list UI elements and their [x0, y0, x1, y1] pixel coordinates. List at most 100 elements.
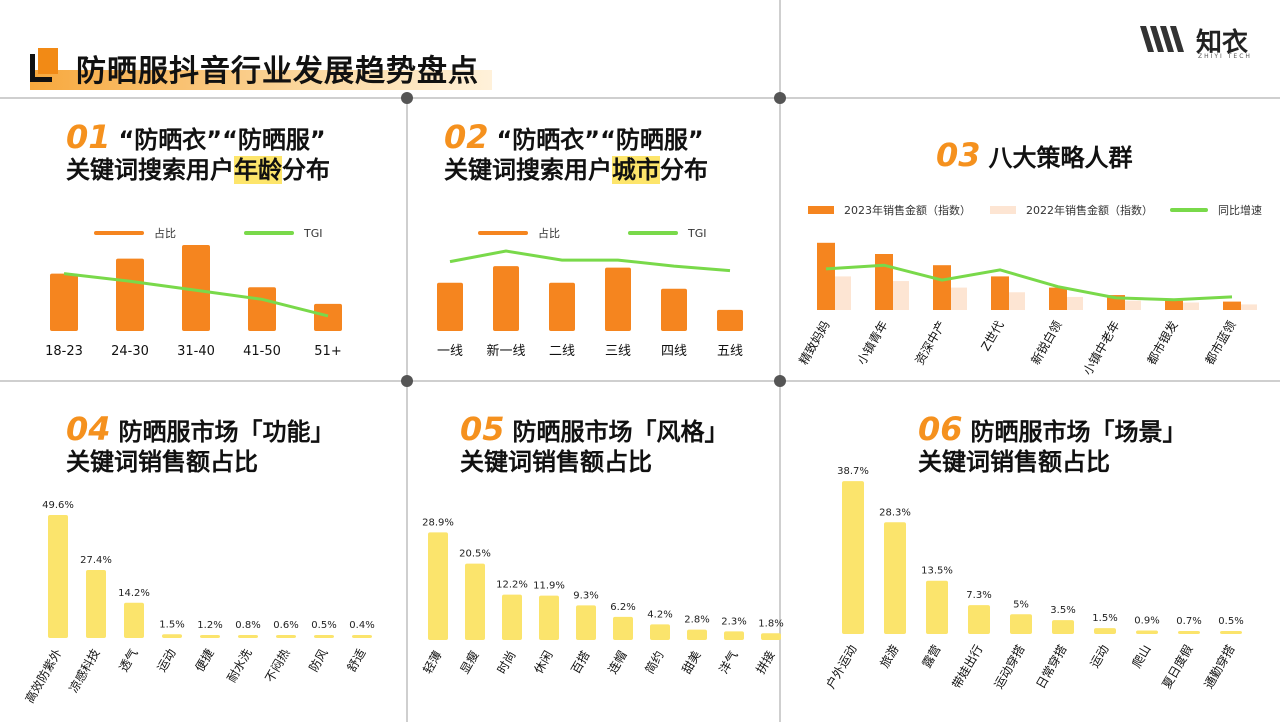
logo-text: 知衣 [1196, 28, 1249, 58]
bar [717, 309, 743, 331]
bar-2022 [1181, 302, 1199, 310]
x-tick-label: 露营 [919, 643, 943, 671]
bar [842, 481, 864, 634]
page-title-bar: 防晒服抖音行业发展趋势盘点 [26, 40, 492, 90]
bar [248, 287, 276, 331]
bar [428, 532, 448, 640]
section-number: 06 [918, 410, 963, 448]
value-label: 2.8% [684, 615, 709, 626]
legend-label: 占比 [538, 226, 560, 240]
bar [437, 282, 463, 331]
value-label: 0.6% [273, 620, 298, 631]
x-tick-label: 小镇青年 [854, 319, 890, 368]
bar [465, 563, 485, 640]
title-corner-icon [26, 48, 58, 82]
x-tick-label: 通勤穿搭 [1201, 642, 1238, 691]
value-label: 6.2% [610, 602, 635, 613]
x-tick-label: 四线 [661, 344, 687, 359]
bar [650, 624, 670, 640]
value-label: 0.7% [1176, 616, 1201, 627]
bar [48, 514, 68, 638]
bar-2022 [1123, 300, 1141, 310]
bar [1052, 620, 1074, 634]
x-tick-label: 五线 [717, 344, 743, 359]
legend-swatch [990, 206, 1016, 214]
x-tick-label: 耐水洗 [224, 647, 254, 685]
x-tick-label: 休闲 [531, 649, 555, 677]
bar [116, 258, 144, 331]
x-tick-label: 透气 [116, 646, 141, 674]
bar-2023 [991, 276, 1009, 310]
value-label: 5% [1013, 599, 1029, 610]
x-tick-label: 夏日度假 [1159, 642, 1196, 691]
x-tick-label: 户外运动 [823, 642, 860, 691]
value-label: 0.9% [1134, 615, 1159, 626]
bar-2022 [891, 281, 909, 310]
x-tick-label: 不闷热 [262, 646, 293, 685]
section-heading: “防晒衣”“防晒服” [118, 126, 326, 154]
x-tick-label: 三线 [605, 344, 631, 359]
bar-2023 [933, 265, 951, 310]
value-label: 14.2% [118, 588, 150, 599]
bar [314, 635, 334, 638]
bar [884, 522, 906, 634]
section-03-title: 03 八大策略人群 [936, 138, 1133, 175]
x-tick-label: 轻薄 [420, 648, 445, 676]
bar [182, 245, 210, 331]
section-subheading: 关键词搜索用户 [444, 156, 612, 184]
value-label: 0.5% [1218, 616, 1243, 627]
bar [539, 595, 559, 640]
x-tick-label: 带娃出行 [949, 643, 985, 692]
grid-dot [774, 92, 786, 104]
section-subheading: 关键词销售额占比 [460, 448, 652, 476]
value-label: 1.2% [197, 620, 222, 631]
title-highlight [30, 70, 492, 90]
x-tick-label: 31-40 [177, 344, 215, 359]
section-subheading: 关键词搜索用户 [66, 156, 234, 184]
logo-stripes-icon [1140, 26, 1184, 52]
value-label: 1.8% [758, 618, 783, 629]
bar [1220, 631, 1242, 634]
x-tick-label: 51+ [314, 344, 341, 359]
value-label: 7.3% [966, 590, 991, 601]
bar [124, 602, 144, 638]
legend-label: TGI [687, 227, 707, 240]
value-label: 12.2% [496, 580, 528, 591]
section-05-title: 05 防晒服市场「风格」 关键词销售额占比 [460, 412, 729, 479]
bar-2022 [1065, 296, 1083, 310]
section-heading: 防晒服市场「功能」 [118, 418, 335, 446]
bar [1010, 614, 1032, 634]
x-tick-label: 一线 [437, 344, 463, 359]
bar-2023 [1165, 300, 1183, 310]
page-title: 防晒服抖音行业发展趋势盘点 [76, 54, 479, 89]
x-tick-label: 简约 [642, 648, 667, 676]
value-label: 2.3% [721, 616, 746, 627]
x-tick-label: 新锐白领 [1028, 318, 1065, 367]
x-tick-label: 18-23 [45, 344, 83, 359]
x-tick-label: 运动 [1087, 643, 1111, 671]
bar [200, 635, 220, 638]
bar [352, 635, 372, 638]
x-tick-label: 凉感科技 [66, 646, 103, 695]
value-label: 1.5% [159, 619, 184, 630]
bar [162, 634, 182, 638]
grid-line-left [406, 97, 408, 722]
bar [724, 631, 744, 640]
x-tick-label: 连帽 [605, 648, 630, 676]
x-tick-label: 精致妈妈 [796, 319, 832, 368]
x-tick-label: 都市银发 [1144, 318, 1181, 367]
x-tick-label: 日常穿搭 [1033, 642, 1070, 691]
section-number: 03 [936, 136, 981, 174]
value-label: 27.4% [80, 555, 112, 566]
legend-label: 占比 [154, 226, 176, 240]
grid-line-middle [0, 380, 1280, 382]
x-tick-label: 新一线 [486, 343, 525, 359]
legend-label: 2022年销售金额（指数） [1026, 203, 1153, 217]
section-number: 01 [66, 118, 111, 156]
bar-2023 [875, 254, 893, 310]
x-tick-label: 都市蓝领 [1202, 318, 1239, 367]
value-label: 20.5% [459, 549, 491, 560]
section-heading: “防晒衣”“防晒服” [496, 126, 704, 154]
value-label: 9.3% [573, 590, 598, 601]
value-label: 4.2% [647, 609, 672, 620]
